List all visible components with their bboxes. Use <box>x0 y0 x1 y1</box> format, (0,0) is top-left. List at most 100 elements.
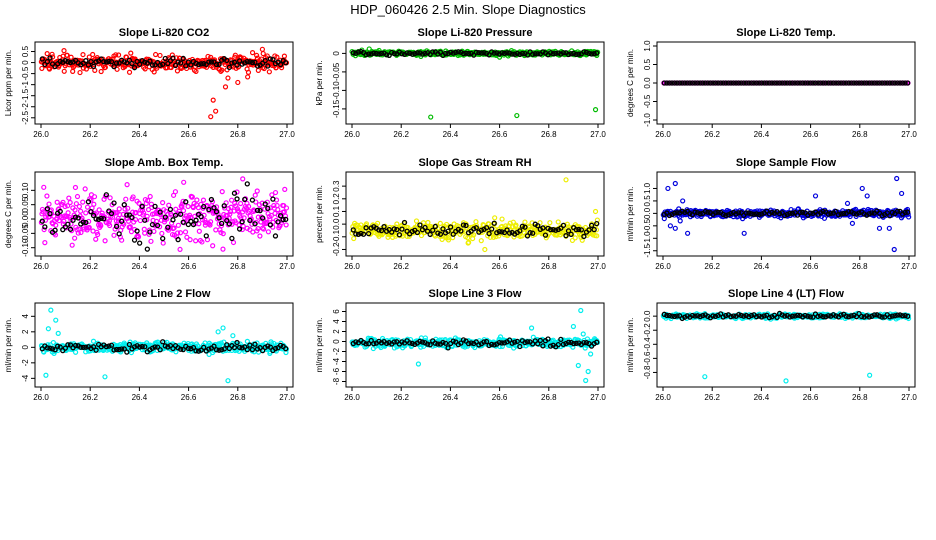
x-tick-label: 27.0 <box>590 130 606 139</box>
data-point <box>182 229 189 235</box>
overlay-point <box>414 229 420 236</box>
overlay-point <box>206 59 212 65</box>
overlay-point <box>894 80 901 86</box>
overlay-point <box>442 340 449 346</box>
overlay-point <box>884 80 890 86</box>
outlier-point <box>215 329 221 335</box>
overlay-point <box>190 221 197 228</box>
overlay-point <box>131 344 138 350</box>
overlay-point <box>149 345 156 351</box>
overlay-point <box>39 218 45 224</box>
y-tick-label: -2 <box>21 103 30 111</box>
overlay-point <box>83 219 89 226</box>
data-point <box>83 210 89 216</box>
overlay-point <box>776 80 783 86</box>
chart-panel-2: Slope Li-820 Pressure 26.0 26.2 26.4 26.6 26.… <box>315 27 606 139</box>
data-point <box>251 208 258 214</box>
outlier-point <box>588 351 594 357</box>
overlay-point <box>226 64 232 71</box>
overlay-point <box>486 230 492 237</box>
overlay-point <box>576 226 582 233</box>
overlay-point <box>682 209 688 215</box>
overlay-point <box>679 315 685 322</box>
chart-title: Slope Sample Flow <box>736 157 837 169</box>
overlay-point <box>817 80 824 86</box>
data-point <box>252 192 258 198</box>
overlay-point <box>391 51 397 57</box>
y-tick-label: 1.0 <box>643 182 652 194</box>
data-point <box>180 198 186 204</box>
data-point <box>86 54 92 60</box>
overlay-point <box>88 58 94 65</box>
x-tick-label: 26.6 <box>492 262 508 271</box>
outlier-point <box>225 378 231 384</box>
overlay-point <box>126 57 133 63</box>
data-point <box>147 193 153 200</box>
overlay-point <box>573 340 579 346</box>
x-tick-label: 26.4 <box>754 262 770 271</box>
overlay-point <box>52 347 58 353</box>
data-point <box>177 230 184 236</box>
overlay-point <box>501 50 508 56</box>
overlay-point <box>535 341 541 347</box>
outlier-point <box>225 75 231 81</box>
overlay-point <box>489 226 495 232</box>
data-point <box>159 230 165 237</box>
overlay-point <box>506 230 513 236</box>
overlay-point <box>90 344 97 350</box>
overlay-point <box>277 61 284 68</box>
overlay-point <box>869 210 875 216</box>
overlay-point <box>414 50 420 56</box>
data-point <box>67 199 73 206</box>
overlay-point <box>234 196 240 202</box>
overlay-point <box>188 346 194 352</box>
overlay-point <box>782 212 788 219</box>
overlay-point <box>399 339 405 345</box>
overlay-point <box>239 345 245 351</box>
overlay-point <box>558 51 564 57</box>
overlay-point <box>833 80 839 86</box>
data-point <box>196 228 202 234</box>
overlay-point <box>720 80 726 86</box>
overlay-point <box>108 342 115 348</box>
outlier-point <box>592 107 599 113</box>
overlay-point <box>363 225 369 231</box>
data-point <box>413 218 420 224</box>
overlay-point <box>201 203 207 210</box>
overlay-point <box>817 313 824 319</box>
overlay-point <box>550 51 556 57</box>
data-point <box>82 186 88 192</box>
overlay-point <box>586 227 592 233</box>
overlay-point <box>165 224 171 230</box>
overlay-point <box>262 57 268 64</box>
overlay-point <box>172 212 179 218</box>
x-tick-label: 26.0 <box>655 262 671 271</box>
overlay-point <box>460 222 467 228</box>
data-point <box>84 204 91 210</box>
outlier-point <box>899 190 905 197</box>
overlay-point <box>807 210 813 216</box>
data-point <box>283 222 289 228</box>
overlay-point <box>52 227 58 233</box>
overlay-point <box>876 80 883 86</box>
overlay-point <box>244 181 250 187</box>
overlay-point <box>671 210 678 216</box>
overlay-point <box>412 51 418 57</box>
overlay-point <box>718 311 724 317</box>
chart-panel-5: Slope Gas Stream RH 26.0 26.2 26.4 26.6 26.8 2… <box>315 157 606 271</box>
y-tick-label: -0.10 <box>21 238 30 257</box>
overlay-point <box>588 222 595 228</box>
overlay-point <box>437 231 444 237</box>
overlay-point <box>391 226 397 232</box>
x-tick-label: 27.0 <box>590 393 606 402</box>
overlay-point <box>568 339 574 346</box>
overlay-point <box>252 59 258 66</box>
overlay-point <box>532 51 538 57</box>
overlay-point <box>892 313 898 319</box>
overlay-point <box>386 340 392 346</box>
data-point <box>282 213 289 219</box>
y-tick-label: -0.10 <box>332 81 341 100</box>
data-point <box>116 206 122 212</box>
overlay-point <box>183 199 189 205</box>
overlay-point <box>231 190 238 196</box>
